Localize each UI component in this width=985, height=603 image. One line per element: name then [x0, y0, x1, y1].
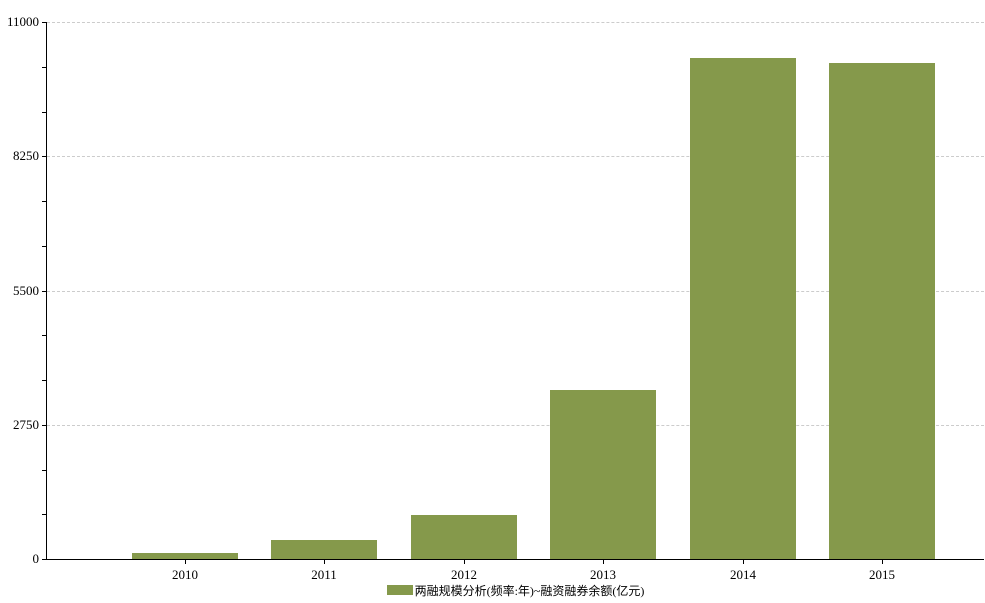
y-minor-tick [42, 514, 46, 515]
x-tick-label: 2013 [590, 567, 616, 582]
bar-2013 [550, 390, 656, 559]
y-tick-label: 2750 [13, 417, 39, 432]
bar-2015 [829, 63, 935, 559]
y-tick-label: 0 [32, 551, 40, 566]
y-axis-line [46, 22, 47, 559]
x-tick [464, 560, 465, 564]
gridline [47, 22, 984, 23]
y-minor-tick [42, 335, 46, 336]
y-minor-tick [42, 246, 46, 247]
gridline [47, 291, 984, 292]
y-tick-label: 8250 [13, 148, 39, 163]
gridline [47, 425, 984, 426]
x-tick-label: 2014 [730, 567, 756, 582]
y-major-tick [42, 22, 46, 23]
legend: 两融规模分析(频率:年)~融资融券余额(亿元) [46, 582, 985, 598]
legend-swatch [386, 585, 413, 595]
bar-2010 [132, 553, 238, 559]
y-tick-label: 11000 [6, 14, 39, 29]
legend-label: 两融规模分析(频率:年)~融资融券余额(亿元) [414, 583, 645, 598]
y-tick-label: 5500 [13, 283, 39, 298]
y-minor-tick [42, 201, 46, 202]
y-major-tick [42, 559, 46, 560]
x-tick-label: 2015 [869, 567, 895, 582]
x-tick-label: 2012 [451, 567, 477, 582]
x-tick [185, 560, 186, 564]
y-minor-tick [42, 67, 46, 68]
y-major-tick [42, 291, 46, 292]
x-tick [882, 560, 883, 564]
y-minor-tick [42, 470, 46, 471]
x-axis-line [46, 559, 984, 560]
gridline [47, 156, 984, 157]
y-minor-tick [42, 380, 46, 381]
y-major-tick [42, 425, 46, 426]
y-minor-tick [42, 112, 46, 113]
x-tick-label: 2011 [311, 567, 337, 582]
y-major-tick [42, 156, 46, 157]
bar-2014 [690, 58, 796, 559]
x-tick-label: 2010 [172, 567, 198, 582]
bar-2012 [411, 515, 517, 559]
x-tick [324, 560, 325, 564]
x-tick [603, 560, 604, 564]
x-tick [743, 560, 744, 564]
bar-2011 [271, 540, 377, 559]
